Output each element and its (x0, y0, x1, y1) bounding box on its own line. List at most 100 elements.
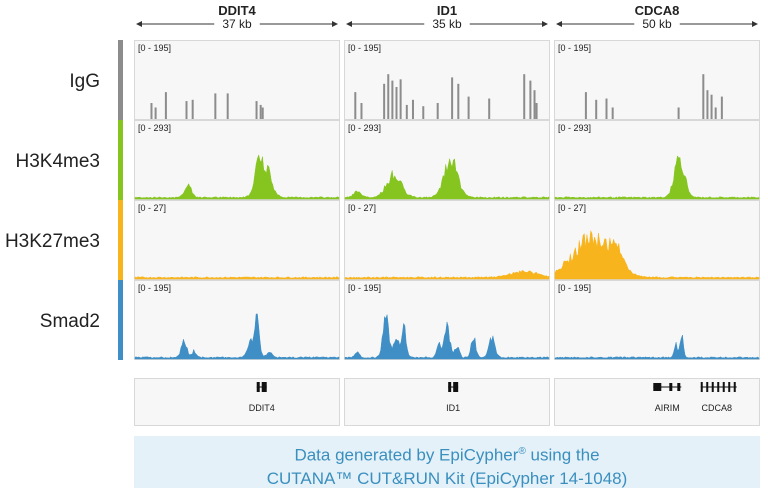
track-panel (554, 40, 760, 120)
data-credit-banner: Data generated by EpiCypher® using the C… (134, 436, 760, 488)
gene-exon (448, 382, 452, 392)
gene-exon (677, 383, 681, 391)
signal-bar (523, 74, 526, 119)
signal-area (134, 154, 340, 200)
track-label-H3K4me3: H3K4me3 (16, 151, 101, 172)
gene-exon (706, 382, 709, 392)
registered-mark: ® (518, 446, 526, 457)
gene-exon (722, 382, 725, 392)
data-range-label: [0 - 27] (558, 203, 586, 213)
signal-bar (611, 107, 614, 119)
locus-size-bg (424, 16, 470, 30)
gene-exon (256, 382, 260, 392)
data-range-label: [0 - 293] (558, 123, 591, 133)
locus-size-label: 35 kb (432, 17, 462, 31)
track-label-H3K27me3: H3K27me3 (5, 231, 100, 252)
locus-gene-name-ID1: ID1 (437, 3, 457, 18)
signal-bar (405, 104, 408, 119)
signal-bar (411, 99, 414, 119)
data-range-label: [0 - 27] (348, 203, 376, 213)
signal-bar (677, 107, 680, 119)
locus-size-bg (634, 16, 680, 30)
gene-exon (733, 382, 736, 392)
gene-exon (653, 383, 662, 391)
signal-bar (714, 107, 717, 119)
signal-bar (164, 92, 167, 119)
track-panel (554, 120, 760, 200)
signal-bar (154, 107, 157, 119)
gene-label-DDIT4: DDIT4 (249, 403, 275, 413)
track-panel (344, 40, 550, 120)
data-range-label: [0 - 195] (558, 43, 591, 53)
signal-bar (261, 107, 264, 119)
signal-bar (436, 103, 439, 119)
gene-track-panel (134, 378, 340, 426)
signal-bar (150, 103, 153, 119)
signal-bar (529, 80, 532, 119)
signal-area (344, 158, 550, 200)
signal-bar (595, 99, 598, 119)
data-range-label: [0 - 195] (558, 283, 591, 293)
span-arrow-right-icon (332, 21, 338, 27)
gene-exon (453, 382, 459, 392)
signal-area (344, 269, 550, 280)
signal-bar (387, 74, 390, 119)
span-arrow-left-icon (556, 21, 562, 27)
signal-bar (226, 93, 229, 119)
signal-bar (710, 94, 713, 119)
locus-size-bg (214, 16, 260, 30)
track-panel (554, 280, 760, 360)
signal-bar (395, 87, 398, 119)
signal-bar (451, 77, 454, 119)
signal-bar (383, 83, 386, 119)
gene-exon (700, 382, 703, 392)
span-arrow-left-icon (346, 21, 352, 27)
signal-bar (259, 104, 262, 119)
gene-exon (728, 382, 731, 392)
track-label-Smad2: Smad2 (40, 311, 100, 332)
signal-bar (185, 101, 188, 119)
data-range-label: [0 - 293] (348, 123, 381, 133)
data-range-label: [0 - 195] (348, 283, 381, 293)
track-label-IgG: IgG (69, 71, 100, 92)
gene-exon (711, 382, 714, 392)
data-range-label: [0 - 195] (138, 43, 171, 53)
data-range-label: [0 - 195] (348, 43, 381, 53)
signal-bar (720, 96, 723, 119)
data-range-label: [0 - 293] (138, 123, 171, 133)
span-arrow-right-icon (752, 21, 758, 27)
signal-bar (467, 96, 470, 119)
banner-line-2: CUTANA™ CUT&RUN Kit (EpiCypher 14-1048) (266, 468, 628, 488)
signal-area (554, 334, 760, 360)
signal-bar (535, 103, 538, 119)
signal-bar (488, 98, 491, 119)
signal-bar (702, 74, 705, 119)
signal-bar (706, 90, 709, 119)
gene-label-AIRIM: AIRIM (655, 403, 680, 413)
banner-text-b: using the (525, 445, 600, 465)
signal-bar (584, 92, 587, 119)
track-panel (134, 200, 340, 280)
signal-area (134, 276, 340, 280)
track-color-bar-IgG (118, 40, 123, 120)
span-arrow-left-icon (136, 21, 142, 27)
gene-exon (669, 383, 673, 391)
banner-line-1: Data generated by EpiCypher® using the (134, 440, 760, 467)
signal-bar (533, 90, 536, 119)
track-panel (134, 40, 340, 120)
signal-area (134, 313, 340, 360)
signal-area (344, 314, 550, 360)
data-range-label: [0 - 27] (138, 203, 166, 213)
signal-bar (354, 92, 357, 119)
locus-gene-name-DDIT4: DDIT4 (218, 3, 256, 18)
signal-bar (391, 80, 394, 119)
signal-area (554, 229, 760, 280)
track-color-bar-Smad2 (118, 280, 123, 360)
signal-bar (255, 101, 258, 119)
data-range-label: [0 - 195] (138, 283, 171, 293)
locus-gene-name-CDCA8: CDCA8 (635, 3, 680, 18)
signal-bar (360, 103, 363, 119)
signal-bar (605, 98, 608, 119)
gene-exon (261, 382, 267, 392)
